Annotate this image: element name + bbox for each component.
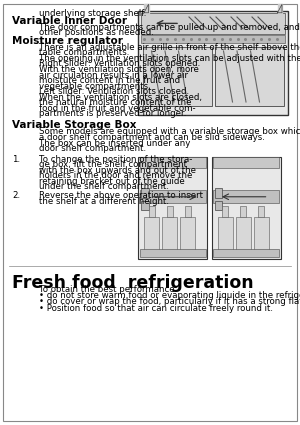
Bar (254, 217, 268, 251)
Text: The opening in the ventilation slots can be adjusted with the slider.: The opening in the ventilation slots can… (39, 54, 300, 63)
Text: with the box upwards and out of the: with the box upwards and out of the (39, 166, 196, 175)
Text: a door shelf compartment and can be slid sideways.: a door shelf compartment and can be slid… (39, 133, 265, 142)
Text: To obtain the best performance:: To obtain the best performance: (39, 285, 178, 294)
Text: With the ventilation slots open, more: With the ventilation slots open, more (39, 65, 199, 74)
Bar (140, 157, 206, 168)
Bar (141, 201, 148, 210)
Text: other positions as needed.: other positions as needed. (39, 28, 154, 37)
Polygon shape (278, 4, 282, 13)
Bar (222, 206, 228, 217)
Bar (213, 157, 279, 168)
Bar (214, 188, 222, 198)
Text: underlying storage shelf.: underlying storage shelf. (39, 8, 146, 17)
Text: Variable Inner Door: Variable Inner Door (12, 16, 127, 26)
Bar (162, 217, 177, 251)
Bar (212, 157, 280, 259)
Bar (148, 206, 154, 217)
Text: vegetable compartments.: vegetable compartments. (39, 82, 151, 91)
Bar (140, 249, 206, 257)
Text: under the shelf compartment.: under the shelf compartment. (39, 182, 169, 191)
Polygon shape (144, 4, 148, 13)
Text: To change the position of the stora-: To change the position of the stora- (39, 155, 192, 164)
Bar (144, 217, 159, 251)
Text: Variable Storage Box: Variable Storage Box (12, 120, 136, 130)
Bar (214, 201, 222, 210)
Text: 1.: 1. (12, 155, 20, 164)
Bar (142, 47, 212, 106)
Bar (180, 217, 195, 251)
Text: Left slider: Ventilation slots closed.: Left slider: Ventilation slots closed. (39, 87, 189, 96)
Bar (167, 206, 172, 217)
Text: door shelf compartment.: door shelf compartment. (39, 144, 146, 153)
Text: Some models are equipped with a variable storage box which is fitted under: Some models are equipped with a variable… (39, 128, 300, 136)
Bar (140, 190, 206, 203)
Bar (240, 206, 246, 217)
Bar (138, 11, 288, 115)
Text: ge box; lift the shelf compartment: ge box; lift the shelf compartment (39, 160, 187, 169)
Text: retaining bracket out of the guide: retaining bracket out of the guide (39, 177, 185, 186)
Text: 2.: 2. (12, 191, 20, 200)
Text: The door compartments can be pulled up and removed, and inserted at: The door compartments can be pulled up a… (39, 23, 300, 32)
Bar (213, 249, 279, 257)
Text: Right slider: Ventilation slots opened.: Right slider: Ventilation slots opened. (39, 60, 200, 68)
Bar (141, 188, 148, 198)
Text: • do cover or wrap the food, particularly if it has a strong flavour.: • do cover or wrap the food, particularl… (39, 298, 300, 306)
Bar (218, 217, 232, 251)
Text: • Position food so that air can circulate freely round it.: • Position food so that air can circulat… (39, 304, 273, 313)
Bar (184, 206, 190, 217)
Bar (236, 217, 250, 251)
Text: moisture content in the fruit and: moisture content in the fruit and (39, 76, 180, 85)
Text: partments is preserved for longer.: partments is preserved for longer. (39, 109, 186, 118)
Bar (214, 47, 284, 106)
Text: table compartments.: table compartments. (39, 48, 129, 57)
Bar (141, 13, 285, 34)
Text: the shelf at a different height.: the shelf at a different height. (39, 197, 169, 206)
Text: When the ventilation slots are closed,: When the ventilation slots are closed, (39, 93, 202, 102)
Text: • do not store warm food or evaporating liquide in the refrigerator: • do not store warm food or evaporating … (39, 291, 300, 300)
Text: Reverse the above operation to insert: Reverse the above operation to insert (39, 191, 203, 200)
Bar (258, 206, 264, 217)
Text: holders in the door and remove the: holders in the door and remove the (39, 171, 192, 180)
Bar (141, 35, 285, 42)
Text: Moisture regulator: Moisture regulator (12, 36, 123, 46)
Bar (138, 157, 207, 259)
Text: The box can be inserted under any: The box can be inserted under any (39, 139, 190, 147)
Text: the natural moisture content of the: the natural moisture content of the (39, 98, 191, 107)
Bar (213, 190, 279, 203)
Text: Fresh food  refrigeration: Fresh food refrigeration (12, 274, 253, 292)
Text: There is an adjustable air grille in front of the shelf above the fruit and vege: There is an adjustable air grille in fro… (39, 43, 300, 52)
Text: air circulation results in a lower air: air circulation results in a lower air (39, 71, 188, 79)
Text: food in the fruit and vegetable com-: food in the fruit and vegetable com- (39, 104, 196, 113)
